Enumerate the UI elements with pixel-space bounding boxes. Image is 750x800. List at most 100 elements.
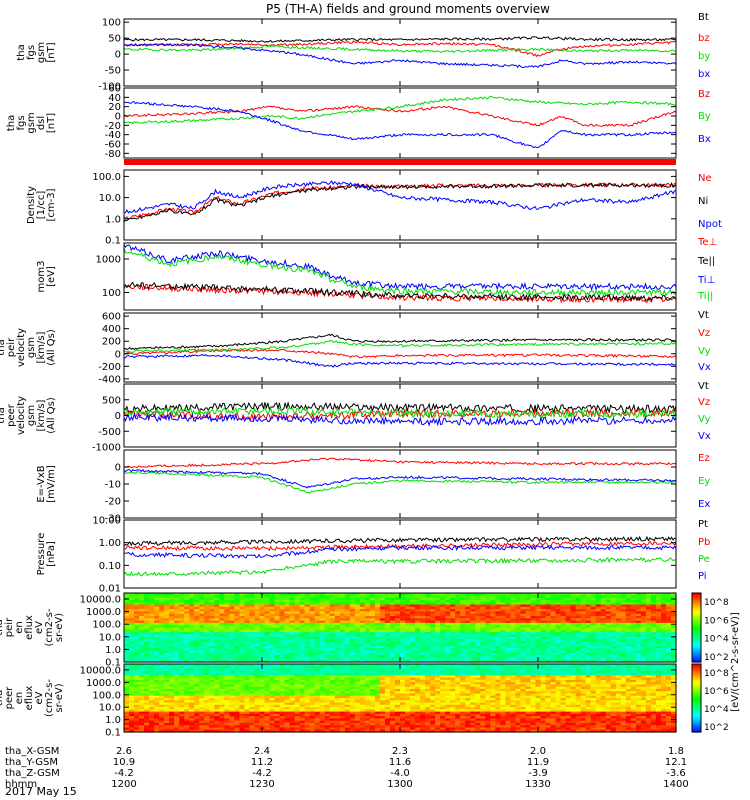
heatmap-cell [374, 639, 381, 642]
heatmap-cell [605, 620, 612, 624]
heatmap-cell [274, 691, 281, 695]
heatmap-cell [420, 611, 426, 615]
heatmap-cell [425, 652, 431, 656]
heatmap-cell [359, 643, 366, 647]
heatmap-cell [550, 652, 557, 656]
heatmap-cell [134, 711, 140, 715]
heatmap-cell [269, 664, 276, 667]
heatmap-cell [154, 698, 160, 701]
heatmap-cell [615, 618, 622, 622]
heatmap-cell [415, 652, 421, 656]
heatmap-cell [164, 702, 170, 706]
y-axis-label-line: tha [16, 44, 27, 60]
heatmap-cell [214, 597, 220, 601]
heatmap-cell [234, 645, 241, 649]
heatmap-cell [445, 599, 451, 603]
heatmap-cell [394, 602, 401, 606]
heatmap-cell [194, 666, 200, 670]
heatmap-cell [610, 650, 617, 654]
heatmap-cell [510, 609, 517, 612]
heatmap-cell [475, 652, 481, 656]
heatmap-cell [640, 597, 647, 601]
colorbar-step [692, 622, 701, 626]
heatmap-cell [164, 602, 170, 606]
heatmap-cell [244, 641, 251, 645]
heatmap-cell [670, 627, 677, 631]
heatmap-cell [580, 613, 587, 617]
colorbar-step [692, 655, 701, 658]
heatmap-cell [154, 639, 160, 642]
heatmap-cell [254, 639, 261, 642]
heatmap-cell [219, 634, 225, 638]
heatmap-cell [299, 616, 306, 619]
heatmap-cell [259, 722, 266, 726]
heatmap-cell [204, 666, 210, 670]
heatmap-cell [605, 606, 612, 610]
heatmap-cell [565, 620, 572, 624]
heatmap-cell [339, 595, 346, 599]
heatmap-cell [259, 618, 266, 622]
heatmap-cell [530, 606, 537, 610]
heatmap-cell [660, 622, 667, 626]
heatmap-cell [269, 627, 276, 631]
heatmap-cell [319, 645, 326, 649]
heatmap-cell [129, 695, 135, 699]
heatmap-cell [600, 609, 607, 612]
heatmap-cell [415, 645, 421, 649]
heatmap-cell [650, 641, 657, 645]
heatmap-cell [555, 616, 562, 619]
heatmap-cell [304, 707, 311, 710]
colorbar-step [692, 609, 701, 612]
heatmap-cell [259, 639, 266, 642]
heatmap-cell [294, 652, 301, 656]
heatmap-cell [259, 702, 266, 706]
heatmap-cell [359, 622, 366, 626]
heatmap-cell [590, 634, 597, 638]
heatmap-cell [500, 657, 506, 661]
heatmap-cell [565, 655, 572, 658]
heatmap-cell [274, 593, 281, 596]
y-tick-label: 1000.0 [86, 607, 121, 618]
heatmap-cell [450, 616, 456, 619]
heatmap-cell [209, 673, 215, 676]
heatmap-cell [169, 677, 175, 681]
heatmap-cell [199, 641, 205, 645]
heatmap-cell [274, 599, 281, 603]
heatmap-cell [600, 652, 607, 656]
heatmap-cell [379, 641, 386, 645]
heatmap-cell [179, 611, 185, 615]
heatmap-cell [164, 643, 170, 647]
heatmap-cell [545, 657, 552, 661]
heatmap-cell [495, 622, 501, 626]
heatmap-cell [159, 622, 165, 626]
heatmap-cell [204, 682, 210, 685]
heatmap-cell [189, 634, 195, 638]
heatmap-cell [144, 634, 150, 638]
heatmap-cell [154, 636, 160, 640]
heatmap-cell [590, 602, 597, 606]
heatmap-cell [269, 602, 276, 606]
heatmap-cell [565, 641, 572, 645]
heatmap-cell [164, 636, 170, 640]
heatmap-cell [324, 622, 331, 626]
heatmap-cell [450, 606, 456, 610]
heatmap-cell [304, 695, 311, 699]
heatmap-cell [174, 659, 180, 663]
heatmap-cell [124, 711, 130, 715]
heatmap-cell [555, 606, 562, 610]
heatmap-cell [279, 632, 286, 635]
heatmap-cell [545, 659, 552, 663]
heatmap-cell [244, 655, 251, 658]
heatmap-cell [665, 650, 672, 654]
heatmap-cell [590, 643, 597, 647]
heatmap-cell [369, 597, 376, 601]
heatmap-cell [515, 616, 522, 619]
heatmap-cell [570, 597, 577, 601]
heatmap-cell [219, 673, 225, 676]
heatmap-cell [164, 625, 170, 629]
heatmap-cell [199, 659, 205, 663]
heatmap-cell [665, 602, 672, 606]
heatmap-cell [179, 684, 185, 688]
heatmap-cell [610, 632, 617, 635]
heatmap-cell [560, 620, 567, 624]
